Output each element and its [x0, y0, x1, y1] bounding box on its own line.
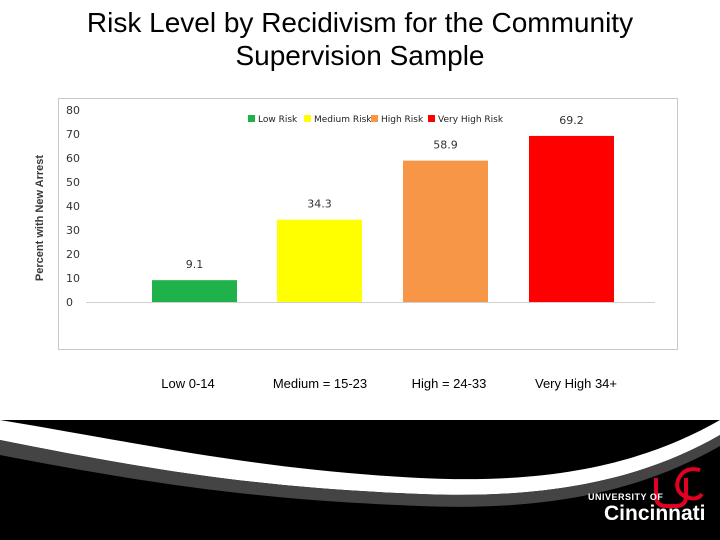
footer-gray-swoosh [0, 435, 720, 507]
data-label: 34.3 [307, 198, 332, 211]
y-tick-label: 40 [66, 200, 80, 213]
category-label-medium: Medium = 15-23 [272, 376, 368, 391]
y-tick-label: 70 [66, 128, 80, 141]
legend-item: Medium Risk [314, 115, 372, 125]
bar-3 [529, 135, 614, 302]
legend-swatch [428, 115, 435, 122]
data-label: 69.2 [559, 114, 584, 127]
category-label-low: Low 0-14 [161, 376, 215, 391]
footer-white-swoosh [0, 420, 720, 495]
y-tick-label: 50 [66, 176, 80, 189]
bar-0 [152, 280, 237, 302]
y-tick-label: 80 [66, 104, 80, 117]
y-tick-label: 30 [66, 224, 80, 237]
data-label: 58.9 [433, 139, 458, 152]
legend-swatch [304, 115, 311, 122]
y-tick-label: 60 [66, 152, 80, 165]
category-label-very-high: Very High 34+ [534, 376, 618, 391]
bar-1 [277, 219, 362, 302]
y-tick-label: 0 [66, 296, 73, 309]
legend-item: Low Risk [258, 115, 298, 125]
uc-c-shape [675, 467, 704, 501]
legend-swatch [248, 115, 255, 122]
legend-item: Very High Risk [438, 115, 504, 125]
uc-logo-icon [654, 467, 704, 508]
slide-title: Risk Level by Recidivism for the Communi… [86, 7, 634, 71]
data-label: 9.1 [186, 258, 204, 271]
logo-university-of: UNIVERSITY OF [588, 492, 664, 502]
legend-item: High Risk [381, 115, 424, 125]
bar-2 [403, 160, 488, 302]
y-tick-label: 10 [66, 272, 80, 285]
y-tick-label: 20 [66, 248, 80, 261]
logo-cincinnati: Cincinnati [604, 502, 706, 525]
uc-u-shape [654, 478, 688, 508]
legend-swatch [371, 115, 378, 122]
category-label-high: High = 24-33 [411, 376, 487, 391]
